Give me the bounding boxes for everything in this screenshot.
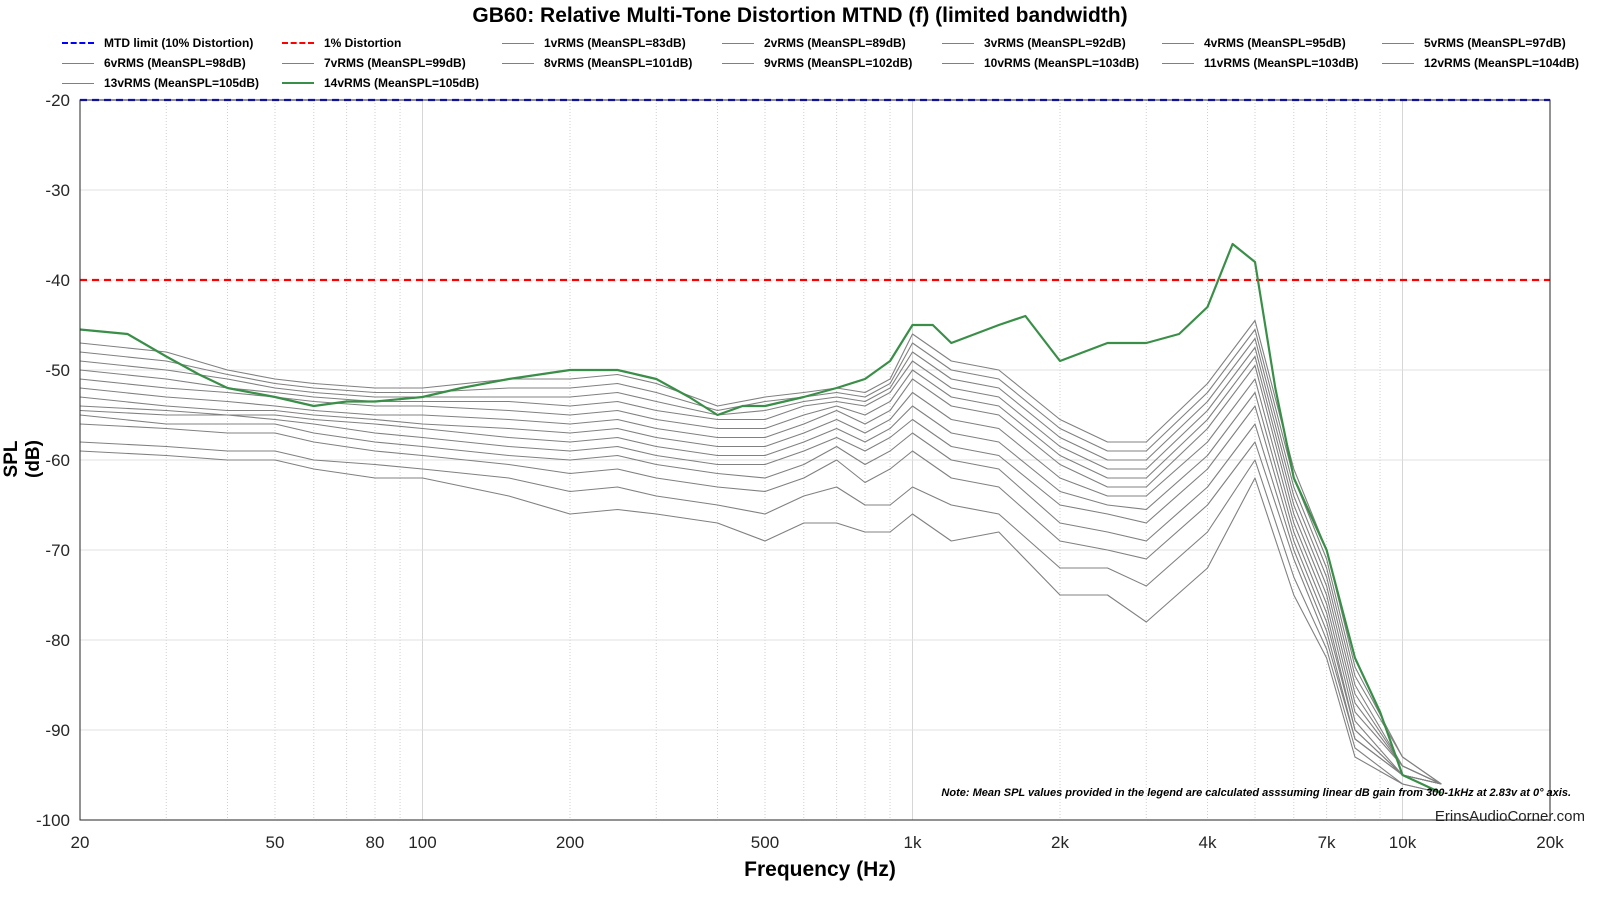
watermark-credit: ErinsAudioCorner.com — [1434, 808, 1585, 825]
legend-swatch — [1162, 62, 1194, 64]
series-line — [79, 346, 1442, 785]
x-tick-label: 200 — [556, 833, 584, 852]
legend-label: 1vRMS (MeanSPL=83dB) — [544, 36, 686, 50]
legend-swatch — [502, 62, 534, 64]
legend-label: MTD limit (10% Distortion) — [104, 36, 254, 50]
x-tick-label: 10k — [1389, 833, 1417, 852]
legend-label: 5vRMS (MeanSPL=97dB) — [1424, 36, 1566, 50]
legend-label: 9vRMS (MeanSPL=102dB) — [764, 56, 913, 70]
legend-item: 1% Distortion — [282, 33, 401, 53]
legend-item: 12vRMS (MeanSPL=104dB) — [1382, 53, 1579, 73]
series-line — [79, 242, 1442, 794]
legend-item: 7vRMS (MeanSPL=99dB) — [282, 53, 466, 73]
legend-label: 7vRMS (MeanSPL=99dB) — [324, 56, 466, 70]
series-line — [79, 450, 1442, 794]
legend-label: 4vRMS (MeanSPL=95dB) — [1204, 36, 1346, 50]
legend-swatch — [62, 62, 94, 64]
footnote: Note: Mean SPL values provided in the le… — [941, 787, 1571, 799]
legend-swatch — [282, 82, 314, 84]
x-tick-label: 20k — [1536, 833, 1564, 852]
x-tick-label: 100 — [408, 833, 436, 852]
legend-label: 12vRMS (MeanSPL=104dB) — [1424, 56, 1580, 70]
legend-item: 1vRMS (MeanSPL=83dB) — [502, 33, 686, 53]
series-line — [79, 378, 1442, 785]
y-tick-label: -50 — [45, 361, 70, 380]
legend-swatch — [282, 42, 314, 44]
y-tick-label: -30 — [45, 181, 70, 200]
legend-swatch — [1382, 42, 1414, 44]
legend-item: 5vRMS (MeanSPL=97dB) — [1382, 33, 1566, 53]
y-tick-label: -70 — [45, 541, 70, 560]
y-tick-label: -40 — [45, 271, 70, 290]
legend-item: 4vRMS (MeanSPL=95dB) — [1162, 33, 1346, 53]
x-tick-label: 80 — [366, 833, 385, 852]
legend-swatch — [942, 62, 974, 64]
legend-swatch — [62, 42, 94, 44]
series-lines — [79, 242, 1442, 794]
legend-label: 6vRMS (MeanSPL=98dB) — [104, 56, 246, 70]
legend-item: MTD limit (10% Distortion) — [62, 33, 253, 53]
series-line — [79, 441, 1442, 794]
legend-label: 8vRMS (MeanSPL=101dB) — [544, 56, 693, 70]
grid-lines — [80, 99, 1550, 821]
legend-label: 13vRMS (MeanSPL=105dB) — [104, 76, 260, 90]
legend-swatch — [62, 82, 94, 84]
legend-item: 10vRMS (MeanSPL=103dB) — [942, 53, 1139, 73]
legend-swatch — [502, 42, 534, 44]
legend-item: 9vRMS (MeanSPL=102dB) — [722, 53, 912, 73]
legend-item: 11vRMS (MeanSPL=103dB) — [1162, 53, 1358, 73]
chart-title: GB60: Relative Multi-Tone Distortion MTN… — [472, 4, 1128, 27]
y-tick-label: -60 — [45, 451, 70, 470]
y-tick-label: -20 — [45, 91, 70, 110]
x-tick-label: 50 — [266, 833, 285, 852]
legend-item: 2vRMS (MeanSPL=89dB) — [722, 33, 906, 53]
x-axis-label: Frequency (Hz) — [744, 858, 896, 881]
legend-swatch — [1382, 62, 1414, 64]
x-tick-label: 1k — [904, 833, 922, 852]
series-line — [79, 414, 1442, 785]
legend-item: 13vRMS (MeanSPL=105dB) — [62, 73, 259, 93]
series-line — [79, 423, 1442, 785]
x-tick-label: 4k — [1199, 833, 1217, 852]
legend-label: 10vRMS (MeanSPL=103dB) — [984, 56, 1140, 70]
legend-swatch — [1162, 42, 1194, 44]
x-tick-label: 20 — [71, 833, 90, 852]
legend-label: 11vRMS (MeanSPL=103dB) — [1204, 56, 1359, 70]
series-line — [79, 328, 1442, 785]
x-tick-label: 2k — [1051, 833, 1069, 852]
legend-label: 14vRMS (MeanSPL=105dB) — [324, 76, 480, 90]
series-line — [79, 337, 1442, 785]
x-tick-label: 500 — [751, 833, 779, 852]
x-tick-label: 7k — [1318, 833, 1336, 852]
series-line — [79, 391, 1442, 785]
legend-label: 3vRMS (MeanSPL=92dB) — [984, 36, 1126, 50]
legend-item: 6vRMS (MeanSPL=98dB) — [62, 53, 246, 73]
legend-label: 2vRMS (MeanSPL=89dB) — [764, 36, 906, 50]
series-line — [79, 319, 1442, 785]
legend-label: 1% Distortion — [324, 36, 402, 50]
y-tick-label: -100 — [36, 811, 70, 830]
series-line — [79, 364, 1442, 785]
series-line — [79, 405, 1442, 785]
legend-swatch — [282, 62, 314, 64]
y-tick-label: -80 — [45, 631, 70, 650]
plot-frame — [79, 99, 1551, 821]
legend-item: 8vRMS (MeanSPL=101dB) — [502, 53, 692, 73]
series-line — [79, 355, 1442, 785]
legend-swatch — [722, 42, 754, 44]
legend-item: 14vRMS (MeanSPL=105dB) — [282, 73, 479, 93]
legend-swatch — [722, 62, 754, 64]
y-axis-label: SPL (dB) — [1, 440, 44, 478]
legend: MTD limit (10% Distortion) 1% Distortion 1… — [62, 33, 1600, 93]
y-tick-label: -90 — [45, 721, 70, 740]
legend-item: 3vRMS (MeanSPL=92dB) — [942, 33, 1126, 53]
legend-swatch — [942, 42, 974, 44]
